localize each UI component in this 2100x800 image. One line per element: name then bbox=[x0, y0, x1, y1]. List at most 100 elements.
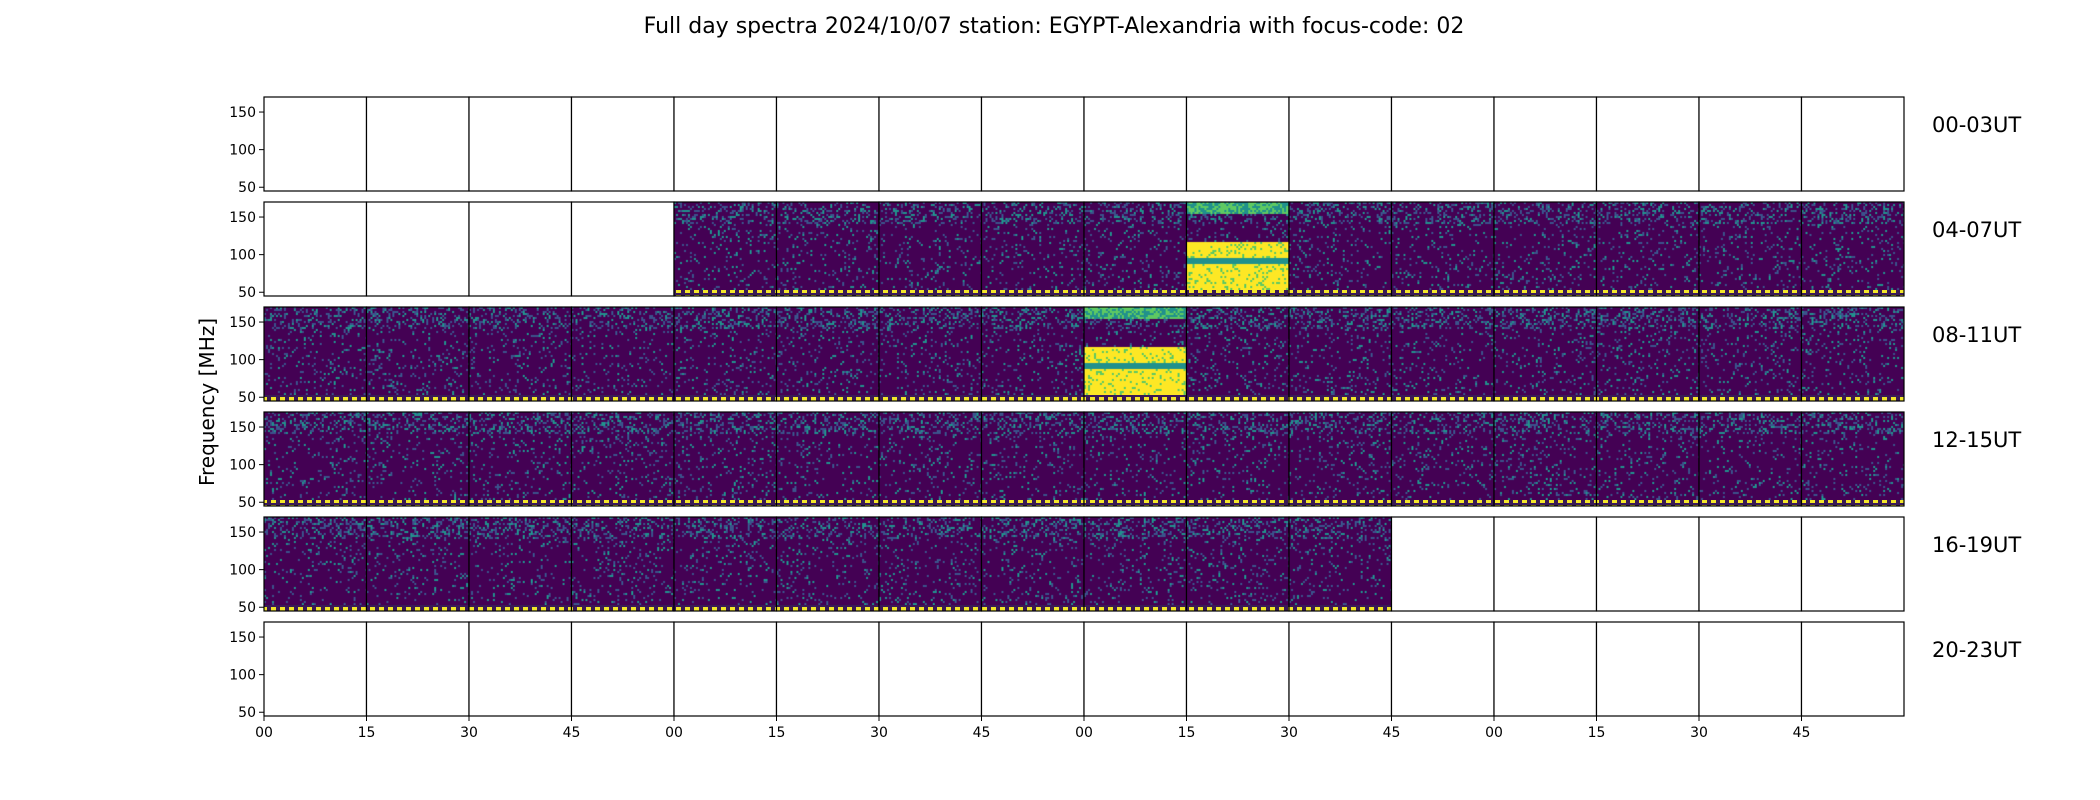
spectrum-image bbox=[1699, 202, 1802, 290]
panel-background bbox=[264, 622, 367, 716]
panel-background bbox=[366, 622, 469, 716]
spectra-panel bbox=[1595, 516, 1700, 612]
y-tick-label: 100 bbox=[229, 248, 256, 264]
spectrum-image bbox=[879, 412, 982, 500]
spectrum-image bbox=[879, 517, 982, 605]
flag-strip bbox=[674, 605, 777, 611]
spectra-panel bbox=[673, 96, 778, 192]
panel-background bbox=[469, 202, 572, 296]
spectra-panel bbox=[673, 621, 778, 717]
spectrum-image bbox=[1494, 412, 1597, 500]
flag-strip bbox=[1084, 605, 1187, 611]
flag-strip bbox=[366, 605, 469, 611]
spectra-panel bbox=[673, 411, 778, 507]
spectrum-image bbox=[1186, 307, 1289, 395]
spectrum-image bbox=[1699, 412, 1802, 500]
flag-strip bbox=[264, 395, 367, 401]
spectrum-image bbox=[1596, 412, 1699, 500]
flag-strip bbox=[1699, 290, 1802, 296]
x-tick-label: 00 bbox=[255, 725, 273, 741]
y-tick-label: 50 bbox=[238, 495, 256, 511]
spectra-panel bbox=[1800, 96, 1905, 192]
spectra-panel bbox=[980, 96, 1085, 192]
panel-background bbox=[1801, 97, 1904, 191]
flag-strip bbox=[981, 500, 1084, 506]
spectrum-image bbox=[1186, 517, 1289, 605]
panel-background bbox=[1801, 517, 1904, 611]
panel-background bbox=[674, 97, 777, 191]
panel-background bbox=[674, 622, 777, 716]
y-tick-label: 150 bbox=[229, 420, 256, 436]
spectra-panel bbox=[1698, 306, 1803, 402]
spectrum-image bbox=[1391, 412, 1494, 500]
flag-strip bbox=[1494, 290, 1597, 296]
panel-frame bbox=[1800, 96, 1905, 192]
flag-strip bbox=[1596, 395, 1699, 401]
x-tick-label: 45 bbox=[973, 725, 991, 741]
panel-background bbox=[469, 97, 572, 191]
panel-background bbox=[571, 622, 674, 716]
spectra-panel bbox=[1800, 516, 1905, 612]
spectrum-image bbox=[1289, 202, 1392, 290]
panel-background bbox=[776, 97, 879, 191]
spectrum-image bbox=[674, 517, 777, 605]
spectra-panel bbox=[673, 306, 778, 402]
flag-strip bbox=[879, 395, 982, 401]
flag-strip bbox=[571, 500, 674, 506]
flag-strip bbox=[776, 500, 879, 506]
spectra-row-0: 50 100 150 00-03UT bbox=[229, 96, 2021, 196]
spectrum-image bbox=[1801, 412, 1904, 500]
y-tick-label: 100 bbox=[229, 458, 256, 474]
spectrum-image bbox=[1801, 307, 1904, 395]
row-time-label: 20-23UT bbox=[1932, 638, 2021, 662]
spectra-panel bbox=[1800, 306, 1905, 402]
spectra-panel bbox=[1493, 621, 1598, 717]
spectra-panel bbox=[1288, 306, 1393, 402]
spectrum-image bbox=[264, 517, 367, 605]
x-tick-label: 15 bbox=[768, 725, 786, 741]
spectra-panel bbox=[1185, 201, 1290, 297]
chart-title: Full day spectra 2024/10/07 station: EGY… bbox=[644, 14, 1465, 39]
spectra-panel bbox=[365, 306, 470, 402]
flag-strip bbox=[879, 290, 982, 296]
spectra-panel bbox=[263, 306, 368, 402]
flag-strip bbox=[469, 395, 572, 401]
spectra-panel bbox=[1493, 516, 1598, 612]
flag-strip bbox=[879, 605, 982, 611]
spectra-panel bbox=[468, 201, 573, 297]
x-tick-label: 00 bbox=[665, 725, 683, 741]
flag-strip bbox=[1699, 500, 1802, 506]
y-tick-label: 100 bbox=[229, 563, 256, 579]
spectra-panel bbox=[468, 621, 573, 717]
flag-strip bbox=[1289, 395, 1392, 401]
flag-strip bbox=[469, 605, 572, 611]
spectra-panel bbox=[1390, 621, 1495, 717]
spectrum-image bbox=[469, 517, 572, 605]
panel-background bbox=[1391, 517, 1494, 611]
panel-background bbox=[1391, 97, 1494, 191]
spectra-panel bbox=[1185, 306, 1290, 402]
spectra-panel bbox=[468, 411, 573, 507]
flag-strip bbox=[1494, 500, 1597, 506]
flag-strip bbox=[1084, 290, 1187, 296]
flag-strip bbox=[981, 290, 1084, 296]
spectra-panel bbox=[1390, 96, 1495, 192]
spectra-panel bbox=[1595, 306, 1700, 402]
spectra-panel bbox=[570, 201, 675, 297]
spectra-panel bbox=[263, 516, 368, 612]
x-tick-label: 30 bbox=[1280, 725, 1298, 741]
spectrum-image bbox=[1084, 412, 1187, 500]
flag-strip bbox=[1494, 395, 1597, 401]
spectra-panel bbox=[1083, 621, 1188, 717]
panel-background bbox=[1596, 622, 1699, 716]
flag-strip bbox=[1289, 500, 1392, 506]
panel-background bbox=[879, 97, 982, 191]
spectrum-image bbox=[264, 412, 367, 500]
flag-strip bbox=[1084, 500, 1187, 506]
flag-strip bbox=[776, 290, 879, 296]
panel-background bbox=[264, 202, 367, 296]
spectra-panel bbox=[775, 411, 880, 507]
y-tick-label: 100 bbox=[229, 353, 256, 369]
spectrum-image bbox=[1289, 412, 1392, 500]
spectra-panel bbox=[878, 516, 983, 612]
